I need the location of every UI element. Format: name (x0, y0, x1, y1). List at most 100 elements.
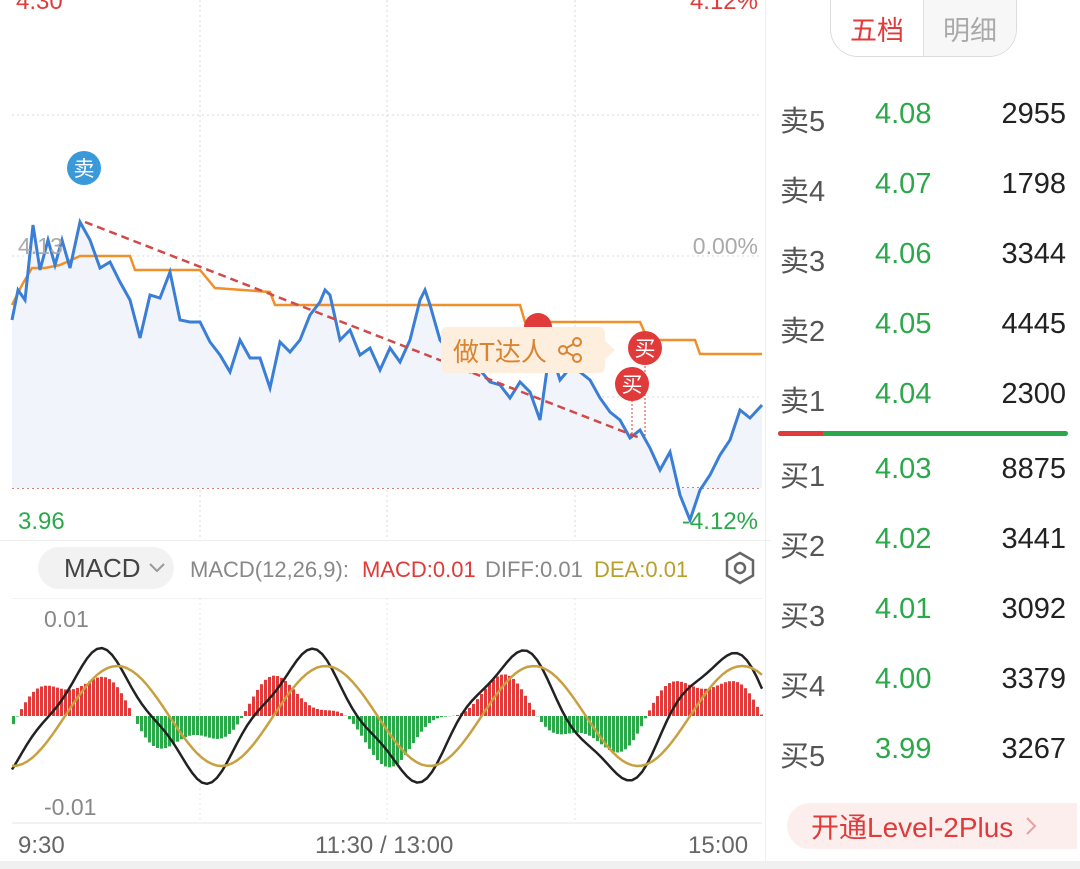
ask-row[interactable]: 卖5 4.08 2955 (780, 98, 1070, 138)
macd-bar (540, 716, 543, 723)
macd-bar (480, 693, 483, 716)
diff-line (10, 646, 764, 786)
ask-row[interactable]: 卖3 4.06 3344 (780, 238, 1070, 278)
buy-signal-marker-2[interactable]: 买 (615, 367, 649, 401)
macd-bar (504, 674, 507, 716)
macd-bar (272, 675, 275, 716)
ask-label: 卖4 (780, 176, 826, 208)
macd-bar (64, 689, 67, 716)
macd-bar (312, 707, 315, 716)
chevron-right-icon (1026, 817, 1037, 835)
ask-price: 4.04 (875, 378, 932, 410)
macd-bar (96, 677, 99, 716)
macd-bar (80, 686, 83, 716)
macd-bar (348, 716, 351, 720)
macd-bar (324, 710, 327, 716)
macd-bar (316, 709, 319, 716)
buy-signal-marker-1[interactable]: 买 (628, 331, 662, 365)
macd-bar (200, 716, 203, 736)
macd-bar (160, 716, 163, 749)
top-price-label: 4.30 (16, 0, 63, 15)
bid-label: 买4 (780, 671, 826, 703)
macd-bar (236, 716, 239, 725)
macd-bar (488, 683, 491, 716)
macd-bar (632, 716, 635, 741)
open-level2-button[interactable]: 开通Level-2Plus (787, 803, 1077, 849)
macd-bar (484, 688, 487, 716)
macd-bar (168, 716, 171, 747)
bid-row[interactable]: 买5 3.99 3267 (780, 733, 1070, 773)
macd-params: MACD(12,26,9): (190, 557, 349, 582)
macd-bar (192, 716, 195, 736)
macd-bar (560, 716, 563, 735)
macd-bar (444, 716, 447, 717)
sell-signal-marker[interactable]: 卖 (67, 151, 101, 185)
low-pct-label: -4.12% (681, 508, 758, 535)
price-area (12, 222, 762, 520)
ask-volume: 3344 (1001, 238, 1066, 270)
macd-bar (692, 686, 695, 716)
buy-marker-text-2: 买 (622, 373, 643, 397)
indicator-selector[interactable]: MACD (38, 547, 174, 589)
ask-price: 4.05 (875, 308, 932, 340)
bid-volume: 3441 (1001, 523, 1066, 555)
macd-bar (416, 716, 419, 738)
macd-bar (396, 716, 399, 764)
ask-row[interactable]: 卖4 4.07 1798 (780, 168, 1070, 208)
mid-pct-label: 0.00% (692, 233, 758, 259)
macd-bar (232, 716, 235, 730)
macd-bar (12, 716, 15, 725)
macd-bar (516, 683, 519, 716)
trend-line (84, 220, 641, 440)
tab-five-levels[interactable]: 五档 (850, 15, 904, 46)
macd-bar (140, 716, 143, 732)
bid-row[interactable]: 买3 4.01 3092 (780, 593, 1070, 633)
bid-row[interactable]: 买2 4.02 3441 (780, 523, 1070, 563)
macd-bar (340, 713, 343, 716)
sell-marker-text: 卖 (74, 157, 95, 181)
macd-bar (128, 708, 131, 716)
macd-bar (256, 689, 259, 716)
ask-price: 4.08 (875, 98, 932, 130)
bid-price: 4.03 (875, 453, 932, 485)
macd-bar (264, 679, 267, 716)
macd-bar (508, 675, 511, 716)
macd-bar (208, 716, 211, 738)
macd-bar (732, 681, 735, 716)
macd-bar (172, 716, 175, 745)
macd-bar (532, 709, 535, 716)
macd-bar (604, 716, 607, 748)
macd-bar (292, 689, 295, 716)
macd-bar (328, 710, 331, 716)
macd-bar (220, 716, 223, 739)
macd-value: MACD:0.01 (362, 557, 476, 582)
macd-bar (564, 716, 567, 735)
macd-bar (428, 716, 431, 724)
bid-row[interactable]: 买4 4.00 3379 (780, 663, 1070, 703)
ask-row[interactable]: 卖2 4.05 4445 (780, 308, 1070, 348)
ask-row[interactable]: 卖1 4.04 2300 (780, 378, 1070, 418)
macd-bar (440, 716, 443, 718)
settings-hexagon-icon[interactable] (722, 550, 758, 586)
open-level2-label: 开通Level-2Plus (811, 812, 1014, 843)
ask-label: 卖2 (780, 316, 826, 348)
panel-separator (765, 0, 766, 869)
macd-bar (652, 702, 655, 716)
macd-bar (740, 684, 743, 716)
macd-bar (712, 687, 715, 716)
macd-bar (52, 686, 55, 716)
tab-details[interactable]: 明细 (923, 0, 1016, 56)
macd-bar (144, 716, 147, 738)
macd-bar (148, 716, 151, 743)
macd-bar (412, 716, 415, 744)
bid-row[interactable]: 买1 4.03 8875 (780, 453, 1070, 493)
macd-bar (680, 681, 683, 716)
t-trader-tooltip[interactable]: 做T达人 (441, 327, 615, 373)
macd-bar (240, 716, 243, 719)
time-start: 9:30 (18, 832, 65, 859)
share-icon[interactable] (555, 335, 585, 365)
macd-bar (304, 702, 307, 716)
macd-bar (84, 683, 87, 716)
macd-bar (420, 716, 423, 732)
price-chart[interactable]: 卖 买 买 (0, 0, 770, 540)
